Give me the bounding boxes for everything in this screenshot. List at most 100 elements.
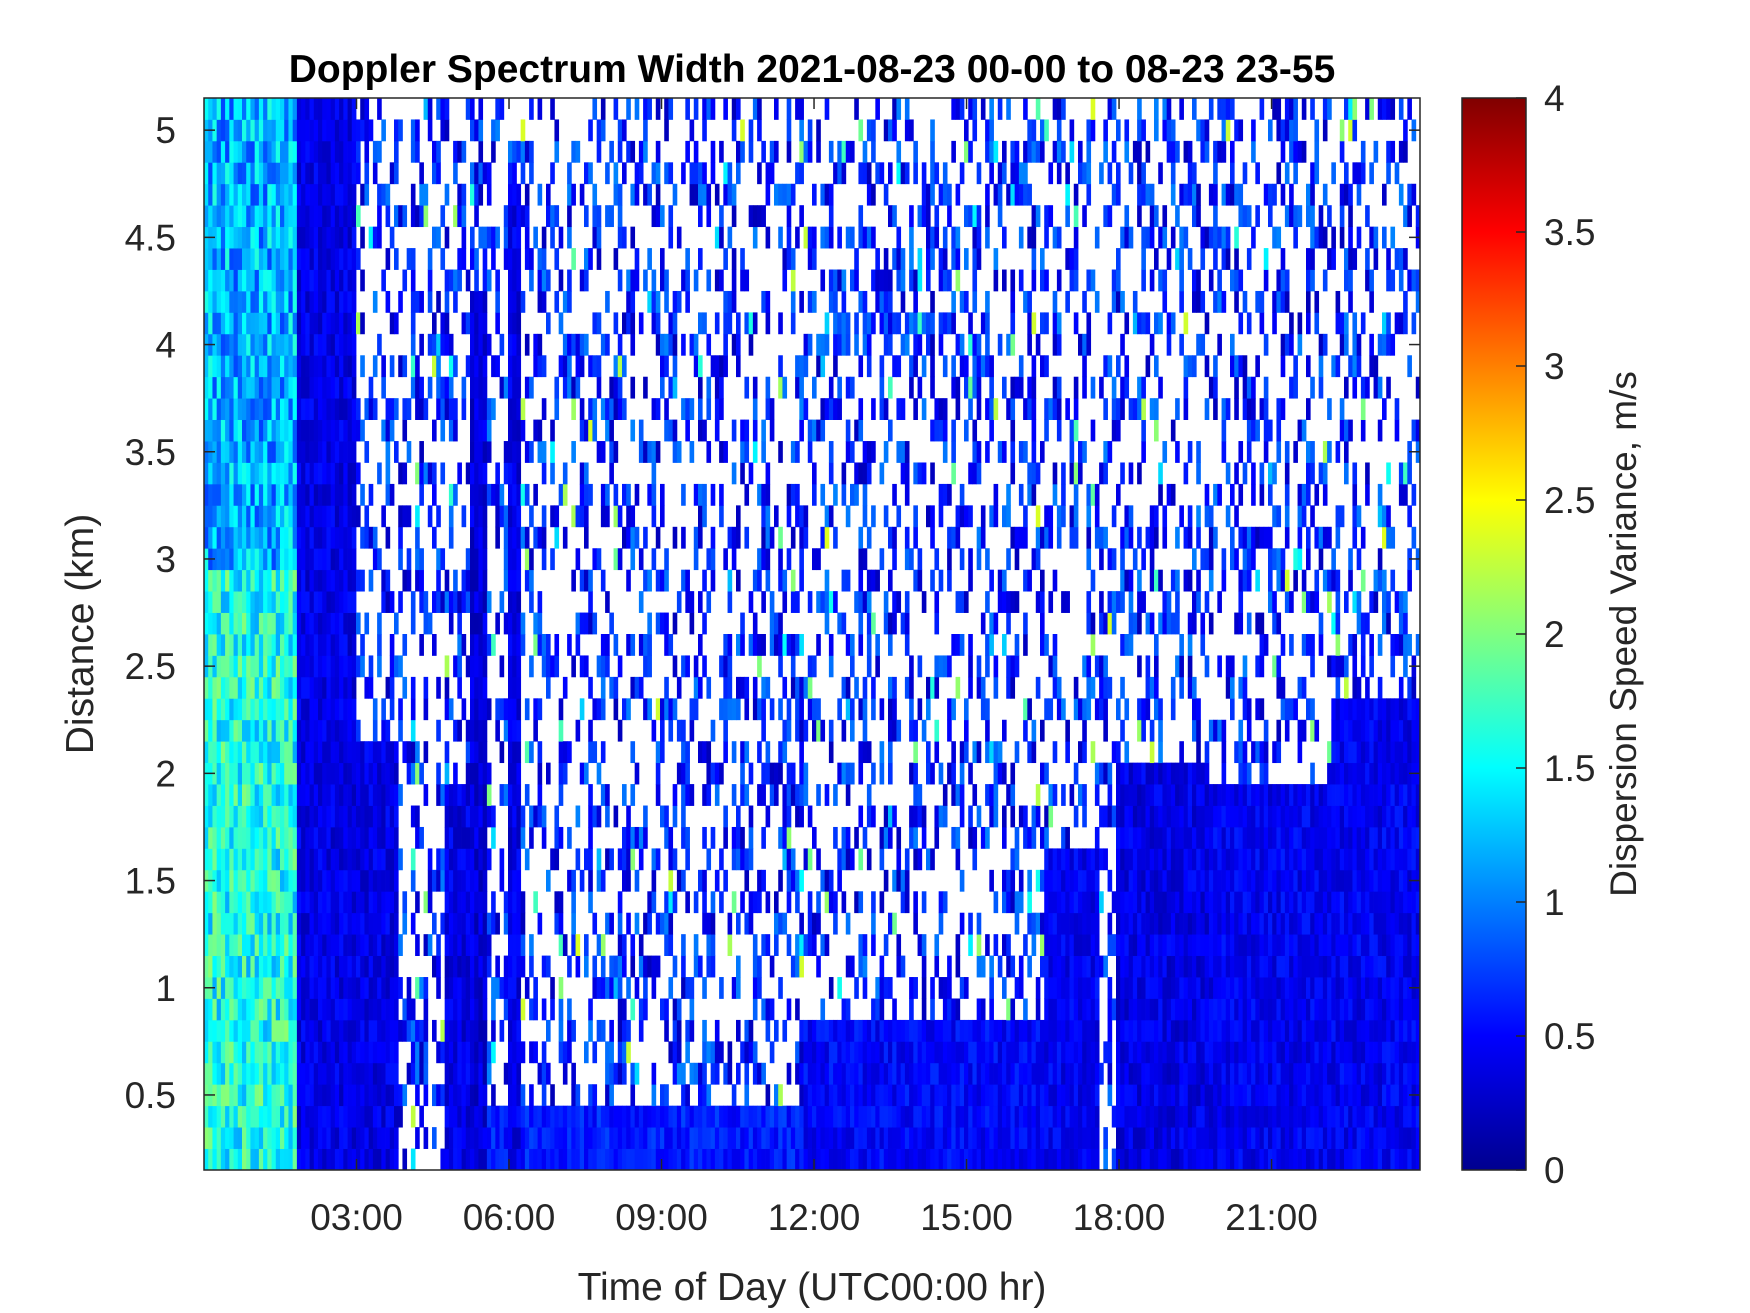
heatmap-cell (883, 269, 889, 292)
heatmap-cell (668, 912, 674, 935)
heatmap-cell (220, 955, 226, 978)
heatmap-cell (389, 1105, 395, 1128)
heatmap-cell (828, 290, 834, 313)
heatmap-cell (622, 119, 627, 142)
heatmap-cell (858, 569, 864, 592)
heatmap-cell (761, 1127, 766, 1149)
heatmap-cell (225, 483, 230, 506)
heatmap-cell (402, 398, 408, 420)
heatmap-cell (596, 848, 602, 871)
heatmap-cell (655, 569, 661, 592)
heatmap-cell (288, 977, 294, 999)
heatmap-cell (204, 719, 209, 742)
heatmap-cell (318, 1105, 323, 1128)
heatmap-cell (786, 805, 792, 828)
heatmap-cell (714, 1148, 720, 1170)
heatmap-cell (567, 290, 572, 313)
heatmap-cell (326, 1041, 332, 1064)
heatmap-cell (558, 1019, 564, 1042)
heatmap-cell (448, 934, 454, 956)
heatmap-cell (275, 248, 281, 270)
heatmap-cell (457, 1127, 462, 1149)
heatmap-cell (301, 805, 306, 828)
heatmap-cell (714, 183, 720, 206)
heatmap-cell (765, 676, 771, 699)
heatmap-cell (415, 1084, 420, 1107)
heatmap-cell (309, 569, 315, 592)
heatmap-cell (516, 376, 522, 399)
heatmap-cell (702, 1062, 707, 1085)
heatmap-cell (824, 505, 830, 528)
heatmap-cell (233, 98, 239, 120)
heatmap-cell (824, 1041, 830, 1064)
heatmap-cell (786, 998, 792, 1021)
heatmap-cell (752, 98, 758, 120)
heatmap-cell (529, 162, 534, 185)
heatmap-cell (381, 784, 386, 806)
heatmap-cell (478, 762, 484, 785)
heatmap-cell (254, 98, 260, 120)
heatmap-cell (778, 569, 783, 592)
heatmap-cell (351, 98, 357, 120)
heatmap-cell (368, 912, 374, 935)
heatmap-cell (744, 526, 750, 549)
heatmap-cell (258, 1084, 264, 1107)
heatmap-cell (617, 205, 623, 228)
heatmap-cell (389, 698, 395, 721)
heatmap-cell (343, 1084, 348, 1107)
heatmap-cell (271, 333, 277, 356)
heatmap-cell (812, 1105, 817, 1128)
heatmap-cell (394, 441, 399, 463)
heatmap-cell (909, 805, 914, 828)
heatmap-cell (212, 312, 218, 335)
heatmap-cell (693, 676, 699, 699)
heatmap-cell (267, 140, 272, 163)
heatmap-cell (537, 1105, 543, 1128)
heatmap-cell (229, 462, 234, 485)
heatmap-cell (381, 891, 386, 914)
heatmap-cell (347, 441, 353, 463)
heatmap-cell (216, 526, 222, 549)
heatmap-cell (516, 1019, 522, 1042)
heatmap-cell (250, 612, 256, 635)
heatmap-cell (356, 1148, 361, 1170)
heatmap-cell (512, 762, 517, 785)
heatmap-cell (305, 462, 310, 485)
heatmap-cell (541, 1148, 547, 1170)
heatmap-cell (242, 548, 247, 571)
heatmap-cell (579, 762, 585, 785)
heatmap-cell (841, 998, 847, 1021)
heatmap-cell (216, 977, 222, 999)
heatmap-cell (470, 462, 475, 485)
heatmap-cell (280, 312, 285, 335)
heatmap-cell (436, 290, 441, 313)
heatmap-cell (655, 741, 661, 764)
heatmap-cell (584, 955, 589, 978)
heatmap-cell (258, 1148, 264, 1170)
heatmap-cell (263, 398, 268, 420)
heatmap-cell (254, 269, 260, 292)
heatmap-cell (634, 676, 640, 699)
heatmap-cell (524, 140, 530, 163)
heatmap-cell (474, 719, 479, 742)
heatmap-cell (883, 441, 889, 463)
heatmap-cell (630, 998, 636, 1021)
heatmap-cell (579, 333, 585, 356)
heatmap-cell (664, 612, 669, 635)
heatmap-cell (761, 869, 766, 892)
heatmap-cell (685, 1127, 690, 1149)
heatmap-cell (406, 398, 412, 420)
heatmap-cell (508, 634, 513, 656)
heatmap-cell (630, 634, 636, 656)
heatmap-cell (309, 376, 315, 399)
heatmap-cell (225, 741, 230, 764)
heatmap-cell (769, 634, 775, 656)
heatmap-cell (820, 1127, 826, 1149)
heatmap-cell (508, 333, 513, 356)
heatmap-cell (246, 1062, 251, 1085)
heatmap-cell (271, 805, 277, 828)
heatmap-cell (275, 934, 281, 956)
heatmap-cell (588, 569, 593, 592)
heatmap-cell (305, 977, 310, 999)
heatmap-cell (638, 1105, 644, 1128)
